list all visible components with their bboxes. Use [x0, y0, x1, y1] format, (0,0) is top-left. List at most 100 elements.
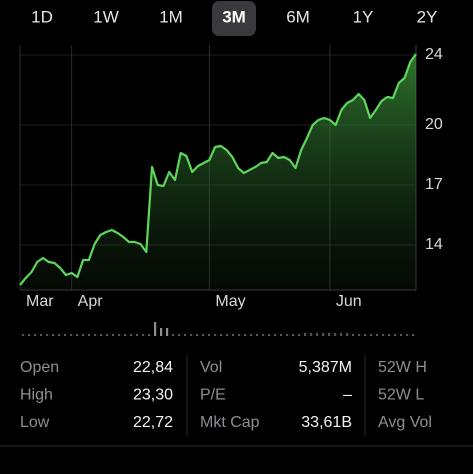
volume-dot: [358, 334, 361, 336]
volume-dot: [40, 334, 43, 336]
volume-dot: [34, 334, 37, 336]
volume-dot: [220, 334, 223, 336]
volume-dot: [130, 334, 133, 336]
stat-value: 22,72: [133, 414, 173, 431]
volume-dot: [112, 334, 115, 336]
volume-dot: [76, 334, 79, 336]
volume-dot: [172, 334, 175, 336]
stat-label: Mkt Cap: [200, 414, 260, 431]
volume-dot: [118, 334, 121, 336]
volume-dot: [388, 334, 391, 336]
volume-dot: [232, 334, 235, 336]
volume-dot: [202, 334, 205, 336]
volume-dot: [208, 334, 211, 336]
range-tab[interactable]: 1W: [93, 7, 119, 26]
range-tab[interactable]: 1M: [159, 7, 183, 26]
volume-dot: [100, 334, 103, 336]
volume-dot: [262, 334, 265, 336]
volume-dot: [178, 334, 181, 336]
volume-strip: [22, 322, 415, 336]
volume-dot: [22, 334, 25, 336]
range-tab[interactable]: 2Y: [417, 7, 438, 26]
stat-label: 52W H: [378, 359, 427, 376]
y-tick-label: 24: [425, 46, 443, 63]
selected-tab-bg: [212, 1, 256, 36]
stat-label: High: [20, 387, 53, 404]
price-line: [19, 53, 417, 286]
volume-dot: [160, 328, 163, 336]
x-tick-label: Mar: [26, 293, 54, 310]
y-tick-label: 20: [425, 116, 443, 133]
y-tick-label: 14: [425, 236, 443, 253]
range-tab[interactable]: 6M: [286, 7, 310, 26]
volume-dot: [124, 334, 127, 336]
x-tick-label: Apr: [78, 293, 104, 310]
volume-dot: [394, 334, 397, 336]
volume-dot: [58, 334, 61, 336]
stat-value: 5,387M: [299, 359, 352, 376]
volume-dot: [352, 334, 355, 336]
volume-dot: [382, 334, 385, 336]
volume-dot: [148, 334, 151, 336]
volume-dot: [28, 334, 31, 336]
stat-label: Vol: [200, 359, 222, 376]
volume-dot: [250, 334, 253, 336]
range-tab[interactable]: 3M: [222, 7, 246, 26]
volume-dot: [322, 333, 325, 336]
volume-dot: [256, 334, 259, 336]
volume-dot: [238, 334, 241, 336]
volume-dot: [346, 333, 349, 336]
stat-label: Avg Vol: [378, 414, 432, 431]
x-tick-label: May: [215, 293, 245, 310]
volume-dot: [154, 322, 157, 336]
volume-dot: [244, 334, 247, 336]
volume-dot: [88, 334, 91, 336]
volume-dot: [304, 333, 307, 336]
range-tab[interactable]: 1Y: [353, 7, 374, 26]
volume-dot: [52, 334, 55, 336]
volume-dot: [46, 334, 49, 336]
volume-dot: [400, 334, 403, 336]
volume-dot: [94, 334, 97, 336]
volume-dot: [274, 334, 277, 336]
volume-dot: [292, 334, 295, 336]
volume-dot: [370, 334, 373, 336]
volume-dot: [334, 333, 337, 336]
stat-value: –: [343, 387, 352, 404]
volume-dot: [70, 334, 73, 336]
volume-dot: [328, 333, 331, 336]
volume-dot: [106, 334, 109, 336]
stat-value: 33,61B: [301, 414, 352, 431]
price-area: [20, 54, 416, 290]
x-tick-label: Jun: [336, 293, 362, 310]
y-tick-label: 17: [425, 176, 443, 193]
volume-dot: [64, 334, 67, 336]
volume-dot: [82, 334, 85, 336]
volume-dot: [142, 334, 145, 336]
volume-dot: [190, 334, 193, 336]
volume-dot: [214, 334, 217, 336]
volume-dot: [166, 328, 169, 336]
range-tab[interactable]: 1D: [31, 7, 53, 26]
volume-dot: [406, 334, 409, 336]
volume-dot: [298, 334, 301, 336]
stat-label: Open: [20, 359, 59, 376]
volume-dot: [184, 334, 187, 336]
stat-value: 22,84: [133, 359, 173, 376]
volume-dot: [286, 334, 289, 336]
stat-label: 52W L: [378, 387, 424, 404]
stat-value: 23,30: [133, 387, 173, 404]
stat-label: Low: [20, 414, 50, 431]
stat-label: P/E: [200, 387, 226, 404]
volume-dot: [316, 333, 319, 336]
volume-dot: [268, 334, 271, 336]
volume-dot: [196, 334, 199, 336]
volume-dot: [226, 334, 229, 336]
volume-dot: [310, 333, 313, 336]
volume-dot: [136, 334, 139, 336]
volume-dot: [376, 334, 379, 336]
volume-dot: [280, 334, 283, 336]
volume-dot: [340, 333, 343, 336]
